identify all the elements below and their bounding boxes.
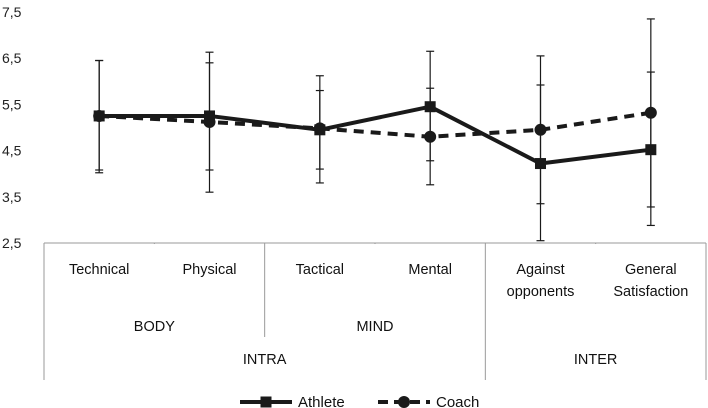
- category-label: Mental: [408, 262, 452, 278]
- series-lines: [99, 104, 652, 166]
- y-tick-label: 7,5: [2, 4, 22, 20]
- category-label: Technical: [69, 262, 129, 278]
- data-point-athlete: [645, 144, 657, 156]
- legend-label: Coach: [436, 394, 479, 408]
- legend-marker: [398, 396, 410, 408]
- series-line-coach: [99, 110, 652, 139]
- data-point-athlete: [204, 110, 215, 122]
- y-tick-label: 2,5: [2, 235, 22, 251]
- legend-label: Athlete: [298, 394, 345, 408]
- group-label: BODY: [134, 319, 175, 335]
- y-tick-label: 5,5: [2, 96, 22, 112]
- category-label: Physical: [183, 262, 237, 278]
- category-label: General: [625, 262, 677, 278]
- category-label: Against: [516, 262, 564, 278]
- legend: Athlete Coach: [240, 394, 479, 408]
- data-point-athlete: [535, 158, 546, 170]
- category-label: Tactical: [296, 262, 344, 278]
- data-point-coach: [313, 122, 326, 135]
- data-point-coach: [424, 130, 437, 143]
- data-point-coach: [93, 109, 106, 122]
- group-label: INTER: [574, 352, 618, 368]
- group-label: INTRA: [243, 352, 287, 368]
- data-point-coach: [534, 123, 547, 136]
- category-axis: Technical Physical Tactical Mental Against op…: [43, 242, 707, 380]
- data-point-athlete: [424, 101, 436, 113]
- category-label: opponents: [507, 284, 575, 300]
- group-label: MIND: [356, 319, 393, 335]
- series-line-athlete: [99, 104, 652, 166]
- legend-marker: [260, 396, 272, 408]
- y-axis-ticks: 2,5 3,5 4,5 5,5 6,5 7,5: [2, 4, 22, 251]
- series-markers: [93, 101, 657, 170]
- y-tick-label: 4,5: [2, 143, 22, 159]
- category-label: Satisfaction: [613, 284, 688, 300]
- y-tick-label: 6,5: [2, 50, 22, 66]
- data-point-coach: [644, 106, 657, 119]
- y-tick-label: 3,5: [2, 189, 22, 205]
- error-bars: [95, 18, 655, 242]
- data-point-coach: [203, 115, 216, 128]
